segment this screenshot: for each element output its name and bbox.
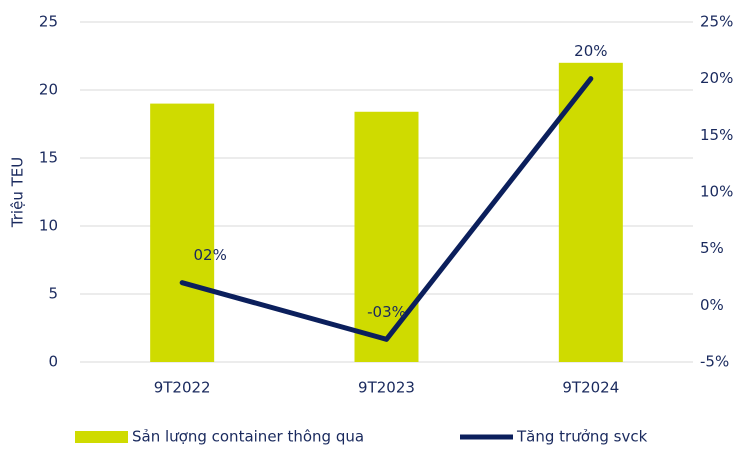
data-label: -03% [367, 303, 406, 321]
y2-tick-label: -5% [700, 353, 729, 371]
y-tick-label: 0 [48, 353, 58, 371]
y2-tick-label: 5% [700, 239, 724, 257]
y2-tick-label: 20% [700, 69, 733, 87]
bar [558, 62, 623, 363]
y-tick-label: 10 [39, 217, 58, 235]
line [179, 76, 594, 342]
x-tick-label: 9T2022 [154, 379, 211, 397]
y-tick-label: 5 [48, 285, 58, 303]
y2-tick-label: 0% [700, 296, 724, 314]
y-axis-label: Triệu TEU [9, 157, 27, 228]
legend-swatch [75, 431, 128, 443]
data-label: 02% [193, 246, 226, 264]
y-tick-label: 15 [39, 149, 58, 167]
bar [150, 103, 215, 362]
y2-tick-label: 10% [700, 183, 733, 201]
bar [354, 111, 419, 362]
legend-label: Sản lượng container thông qua [132, 428, 364, 446]
y-tick-label: 25 [39, 13, 58, 31]
y2-tick-label: 15% [700, 126, 733, 144]
x-tick-label: 9T2023 [358, 379, 415, 397]
x-tick-label: 9T2024 [562, 379, 619, 397]
y-tick-label: 20 [39, 81, 58, 99]
legend-label: Tăng trưởng svck [516, 428, 648, 446]
y2-tick-label: 25% [700, 13, 733, 31]
data-label: 20% [574, 42, 607, 60]
